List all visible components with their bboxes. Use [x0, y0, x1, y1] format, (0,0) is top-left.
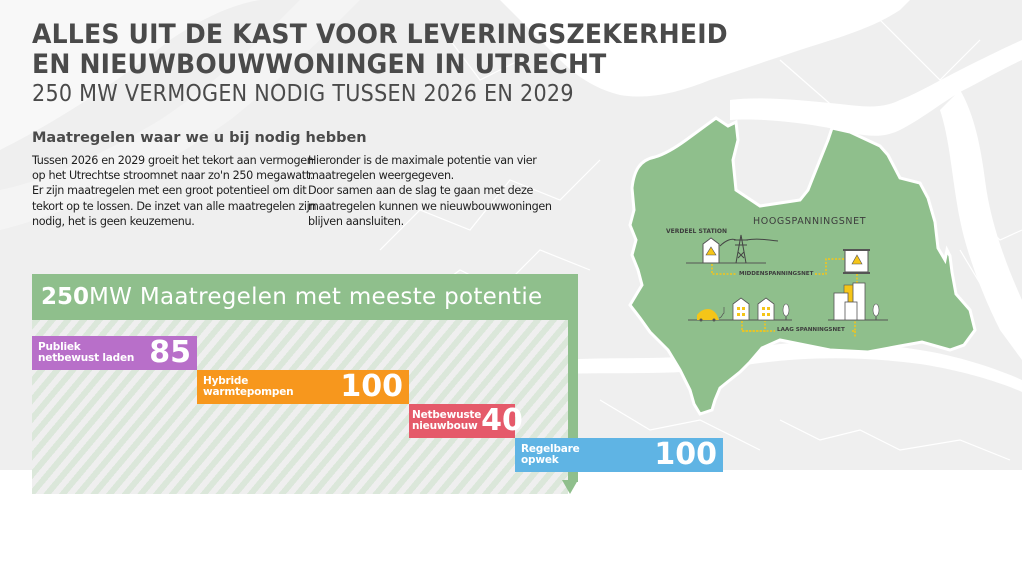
waterfall-chart: 250MW Maatregelen met meeste potentie Pu…	[32, 274, 723, 496]
page-title-line-2: EN NIEUWBOUWWONINGEN IN UTRECHT	[32, 49, 607, 80]
utrecht-province-shape	[628, 116, 977, 416]
page-title-line-1: ALLES UIT DE KAST VOOR LEVERINGSZEKERHEI…	[32, 19, 728, 50]
bar-regelbare-opwek: Regelbare opwek 100	[515, 438, 723, 472]
intro-paragraph-right: Hieronder is de maximale potentie van vi…	[308, 153, 568, 229]
chart-total-rail	[568, 304, 578, 482]
bar-label: Netbewuste nieuwbouw	[412, 409, 482, 432]
section-heading: Maatregelen waar we u bij nodig hebben	[32, 130, 367, 146]
title-block: ALLES UIT DE KAST VOOR LEVERINGSZEKERHEI…	[32, 20, 780, 108]
chart-title: 250MW Maatregelen met meeste potentie	[32, 274, 578, 320]
chart-title-total: 250	[41, 284, 90, 310]
bar-publiek-netbewust-laden: Publiek netbewust laden 85	[32, 336, 197, 370]
intro-paragraph-left: Tussen 2026 en 2029 groeit het tekort aa…	[32, 154, 317, 228]
page-subtitle: 250 MW VERMOGEN NODIG TUSSEN 2026 EN 202…	[32, 81, 574, 107]
chart-title-text: MW Maatregelen met meeste potentie	[89, 284, 543, 310]
bar-netbewuste-nieuwbouw: Netbewuste nieuwbouw 40	[409, 404, 523, 438]
bar-label: Hybride warmtepompen	[203, 375, 294, 398]
bar-value: 40	[481, 403, 523, 438]
arrow-down-icon	[562, 480, 578, 494]
bar-hybride-warmtepompen: Hybride warmtepompen 100	[197, 370, 409, 404]
intro-paragraph-right-1: Hieronder is de maximale potentie van vi…	[308, 154, 537, 183]
bar-label: Publiek netbewust laden	[38, 341, 135, 364]
bar-label: Regelbare opwek	[521, 443, 580, 466]
bar-value: 85	[149, 335, 191, 370]
intro-paragraph-right-2: Door samen aan de slag te gaan met deze …	[308, 184, 552, 228]
bar-value: 100	[340, 369, 403, 404]
bar-value: 100	[654, 437, 717, 472]
